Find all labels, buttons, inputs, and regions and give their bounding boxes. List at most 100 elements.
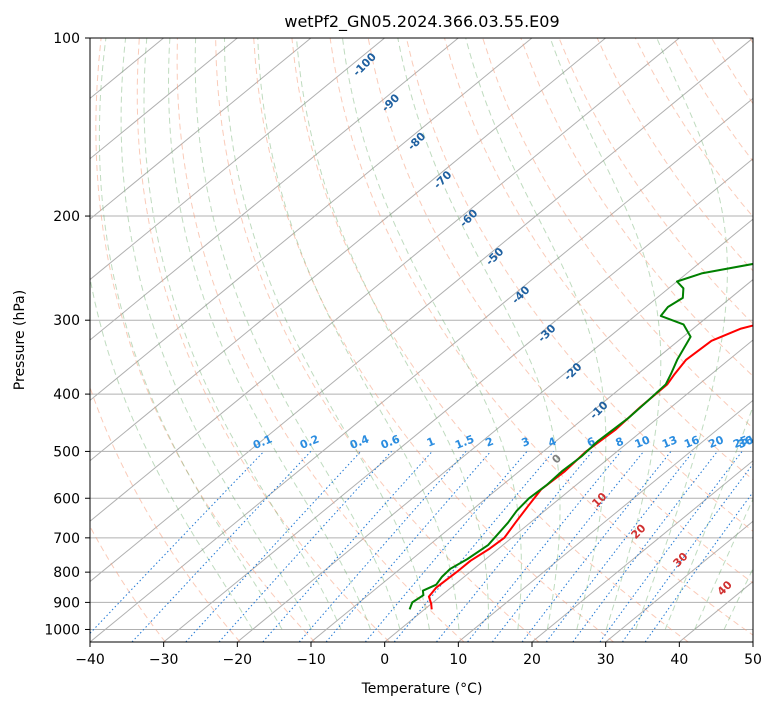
- dry-adiabat: [444, 38, 753, 481]
- mixing-ratio-line: [545, 451, 694, 642]
- mixing-ratio-label: 8: [614, 435, 626, 450]
- y-axis-label: Pressure (hPa): [12, 290, 28, 390]
- moist-adiabat: [120, 38, 313, 630]
- background-line-labels: 0.1 0.2 0.4 0.6 1 1.5 2 3 4 6 8 10 13 16 20 253036-100-…: [251, 50, 755, 598]
- mixing-ratio-line: [644, 491, 753, 642]
- moist-adiabat-label: 20: [629, 521, 649, 541]
- moist-adiabat: [194, 38, 401, 630]
- mixing-ratio-line: [572, 451, 718, 642]
- mixing-ratio-label: 13: [660, 433, 679, 451]
- moist-adiabat: [694, 497, 753, 630]
- dry-adiabat: [291, 38, 689, 642]
- x-tick-label: −20: [223, 652, 253, 668]
- mixing-ratio-label: 20: [707, 433, 726, 451]
- y-tick-label: 400: [53, 387, 80, 403]
- isotherm-line: [90, 38, 312, 220]
- dry-adiabat: [711, 38, 753, 105]
- temperature-profile-line: [427, 324, 753, 610]
- mixing-ratio-line: [599, 451, 743, 642]
- dry-adiabat-label: -50: [483, 245, 506, 268]
- moist-adiabat: [296, 38, 489, 630]
- mixing-ratio-line: [262, 451, 433, 642]
- dry-adiabat: [253, 38, 614, 642]
- mixing-ratio-label: 10: [633, 433, 652, 451]
- dewpoint-profile-line: [408, 262, 753, 610]
- dry-adiabat: [90, 386, 241, 642]
- isotherm-line: [90, 38, 753, 583]
- moist-adiabat: [90, 275, 254, 630]
- dry-adiabat-label: -10: [587, 398, 610, 421]
- moist-adiabat: [465, 38, 607, 630]
- y-tick-label: 1000: [44, 622, 80, 638]
- isotherm-line: [90, 97, 753, 642]
- dry-adiabat: [520, 38, 753, 377]
- mixing-ratio-label: 0.1: [251, 432, 274, 451]
- isotherm-line: [90, 38, 238, 160]
- dry-adiabat: [367, 38, 753, 584]
- isotherm-line: [236, 218, 753, 642]
- mixing-ratio-line: [393, 451, 554, 642]
- x-tick-label: −30: [149, 652, 179, 668]
- dry-adiabat-label: -30: [535, 322, 558, 345]
- x-tick-label: 0: [380, 652, 389, 668]
- isotherm-line: [605, 520, 753, 642]
- isotherm-line: [752, 641, 753, 642]
- mixing-ratio-line: [325, 451, 492, 642]
- mixing-ratio-label: 25: [731, 433, 750, 451]
- mixing-ratio-label: 2: [483, 435, 495, 450]
- moist-adiabat: [664, 405, 753, 630]
- mixing-ratio-line: [90, 451, 265, 635]
- y-tick-label: 200: [53, 209, 80, 225]
- x-axis-label: Temperature (°C): [361, 681, 483, 697]
- x-tick-label: 10: [449, 652, 467, 668]
- mixing-ratio-label: 36: [736, 433, 755, 451]
- isotherm-line: [90, 38, 606, 462]
- x-tick-label: −40: [75, 652, 105, 668]
- dry-adiabat: [136, 38, 390, 642]
- y-tick-label: 500: [53, 444, 80, 460]
- plot-frame: [89, 37, 754, 643]
- mixing-ratio-line: [185, 451, 362, 642]
- isotherm-line: [384, 339, 753, 642]
- isotherm-line: [678, 580, 753, 642]
- dry-adiabat: [596, 38, 753, 272]
- mixing-ratio-label: 16: [682, 433, 701, 451]
- moist-adiabat: [143, 38, 342, 630]
- dry-adiabat: [634, 38, 753, 218]
- mixing-ratio-line: [436, 451, 593, 642]
- mixing-ratio-label: 3: [520, 435, 532, 450]
- dry-adiabat-label: -40: [509, 283, 532, 306]
- sounding-profiles: [408, 262, 753, 610]
- dry-adiabat: [176, 38, 465, 642]
- x-tick-label: 50: [744, 652, 762, 668]
- isotherm-line: [531, 460, 753, 642]
- dry-adiabat: [749, 38, 753, 45]
- y-tick-label: 600: [53, 491, 80, 507]
- dry-adiabat: [90, 525, 166, 642]
- moist-adiabat-label: 0: [549, 451, 564, 466]
- mixing-ratio-label: 30: [736, 433, 755, 451]
- y-tick-label: 700: [53, 531, 80, 547]
- mixing-ratio-label: 0.2: [298, 432, 321, 451]
- dry-adiabat: [215, 38, 540, 642]
- moist-adiabat: [224, 38, 430, 630]
- x-tick-label: 40: [670, 652, 688, 668]
- dry-adiabat-label: -60: [457, 206, 480, 229]
- dry-adiabat: [95, 38, 316, 642]
- moist-adiabat-label: 30: [671, 550, 691, 570]
- mixing-ratio-line: [621, 463, 753, 642]
- mixing-ratio-line: [298, 451, 467, 642]
- isotherm-line: [90, 38, 533, 401]
- moist-adiabat: [549, 38, 662, 630]
- dry-adiabat-label: -90: [379, 91, 402, 114]
- mixing-ratio-line: [218, 451, 392, 642]
- isotherm-line: [457, 399, 753, 642]
- moist-adiabat: [342, 38, 522, 630]
- x-tick-label: −10: [296, 652, 326, 668]
- dry-adiabat: [405, 38, 753, 532]
- moist-adiabat-label: 10: [589, 490, 609, 510]
- moist-adiabat: [257, 38, 460, 630]
- y-axis-ticks: 100 200 300 400 500 600 700 800 900 1000: [44, 31, 90, 638]
- dry-adiabat: [329, 38, 753, 636]
- y-tick-label: 900: [53, 595, 80, 611]
